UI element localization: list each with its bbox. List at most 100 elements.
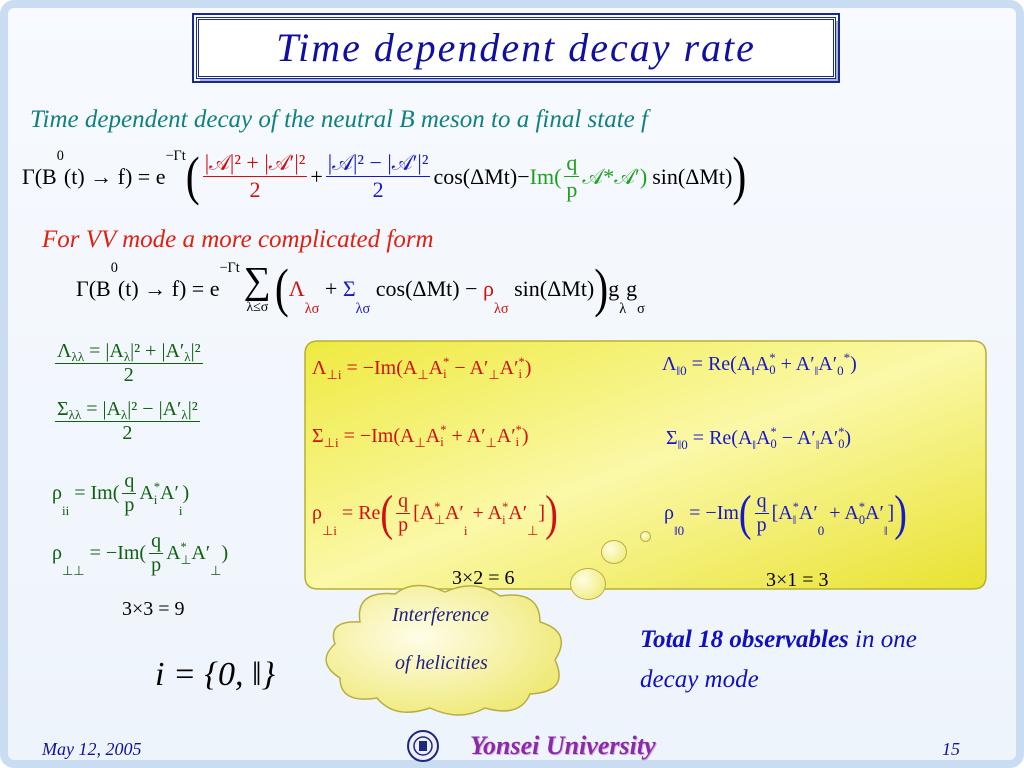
math-group: * i xyxy=(518,356,524,381)
math-token: ⊥i xyxy=(323,434,339,450)
math-token: g xyxy=(608,276,620,301)
math-token: ) xyxy=(221,542,229,564)
lambda-par-equation: Λ ‖0 = Re(A ‖ A * 0 + A′ ‖ A′ 0 *) xyxy=(662,350,857,378)
math-group: * 0 xyxy=(769,352,775,377)
sigma-par-equation: Σ ‖0 = Re(A ‖ A * 0 − A′ ‖ A′ * 0) xyxy=(666,425,851,452)
math-group: * ⊥ xyxy=(434,501,445,526)
math-token: ρ xyxy=(52,482,62,504)
math-token: Γ(B xyxy=(76,276,111,301)
conclusion-rest: in one decay mode xyxy=(640,626,917,693)
math-token: A xyxy=(425,424,441,447)
math-token: * xyxy=(502,500,509,515)
math-token: q xyxy=(149,530,164,554)
math-token: |² xyxy=(187,398,198,420)
math-token: Λ xyxy=(662,352,677,375)
intro-text: Time dependent decay of the neutral B me… xyxy=(30,106,648,133)
slide-title: Time dependent decay rate xyxy=(192,13,840,83)
math-token: * xyxy=(858,500,866,515)
math-token: ( xyxy=(738,486,752,541)
math-token: 2 xyxy=(123,364,134,386)
math-token: ‖0 xyxy=(673,523,685,538)
math-token: σ xyxy=(637,301,645,317)
math-token: 2 xyxy=(122,422,133,444)
math-token: p xyxy=(124,494,135,516)
math-token: A xyxy=(166,542,181,564)
math-token: |𝒜|² + |𝒜′|² xyxy=(202,150,308,177)
math-token: 0 xyxy=(838,437,845,452)
math-token: p xyxy=(398,514,409,536)
math-token: + xyxy=(310,163,323,189)
perp-count: 3×2 = 6 xyxy=(452,567,515,589)
math-token: * xyxy=(838,425,845,439)
math-token: λ xyxy=(123,349,131,364)
math-token: * xyxy=(770,425,777,439)
math-token: ⊥ xyxy=(527,523,539,538)
math-token: p xyxy=(756,514,767,536)
math-token: A′ xyxy=(160,482,179,504)
math-group: |𝒜|² + |𝒜′|² 2 xyxy=(202,150,308,203)
math-token: = −Im(A xyxy=(338,424,415,447)
math-token: ‖ xyxy=(751,362,755,378)
math-token: ⊥ xyxy=(414,434,426,450)
math-token: λ xyxy=(619,301,627,317)
math-token: ⊥ xyxy=(180,552,192,567)
math-token: = Re(A xyxy=(686,352,752,375)
math-token: = Im( xyxy=(69,482,120,504)
math-token: A′ xyxy=(499,356,519,379)
math-token: ‖0 xyxy=(676,362,687,378)
math-token: ⊥⊥ xyxy=(61,563,85,578)
logo-shape xyxy=(413,736,433,756)
math-token: = |A xyxy=(81,398,121,420)
math-token: + A′ xyxy=(446,424,486,447)
math-token: λ≤σ xyxy=(246,300,269,315)
math-token: A xyxy=(139,482,154,504)
math-token: |² − |A′ xyxy=(127,398,182,420)
math-token: ) xyxy=(521,424,529,447)
math-token: ⊥ xyxy=(485,434,497,450)
math-token: sin(ΔMt) xyxy=(652,163,733,189)
math-token: i xyxy=(440,435,444,450)
math-token: (t) → f) = e xyxy=(117,276,220,301)
math-token: ) xyxy=(524,356,532,379)
box-shape xyxy=(304,340,987,590)
conclusion-bold: Total 18 observables xyxy=(640,626,849,653)
math-token: Λ xyxy=(312,356,327,379)
math-token: ‖ xyxy=(792,512,797,527)
math-token: q xyxy=(754,490,769,514)
math-token: ρ xyxy=(482,276,494,301)
footer-date: May 12, 2005 xyxy=(42,739,142,759)
math-token: i xyxy=(518,367,522,382)
math-token: = −Im( xyxy=(84,542,147,564)
math-token: A′ xyxy=(444,502,464,524)
math-group: * ⊥ xyxy=(181,541,192,566)
math-token: i xyxy=(178,503,183,518)
math-token: ) xyxy=(182,482,190,504)
math-token: λλ xyxy=(68,407,82,422)
math-token: * xyxy=(792,500,799,515)
math-token: Λ xyxy=(57,340,72,362)
math-token: = −Im(A xyxy=(341,356,418,379)
math-token: i xyxy=(515,435,520,450)
rho-ii-definition: ρ ii = Im(q p A * i A′ i) xyxy=(52,470,190,518)
math-token: ) xyxy=(732,146,747,207)
math-token: 0 xyxy=(110,260,118,276)
math-token: λσ xyxy=(493,301,509,317)
math-token: ∑ xyxy=(243,260,271,302)
math-token: A′ xyxy=(496,424,516,447)
math-token: A′ xyxy=(865,502,884,524)
math-token: ii xyxy=(61,503,70,518)
math-token: * xyxy=(153,480,161,495)
math-token: A′ xyxy=(798,502,818,524)
math-token: λσ xyxy=(304,301,320,317)
math-token: Λ xyxy=(288,276,305,301)
math-token: ‖ xyxy=(814,362,819,378)
math-token: Σ xyxy=(57,398,69,420)
math-token: * xyxy=(843,350,851,365)
